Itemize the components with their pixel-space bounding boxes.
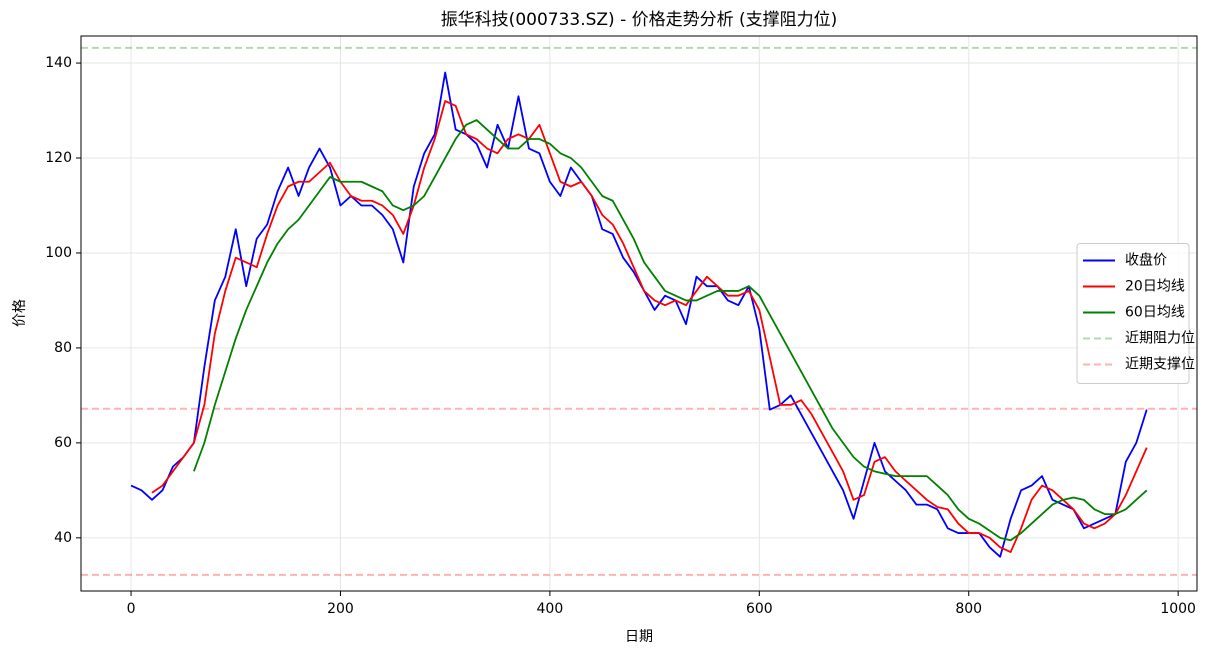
legend-label: 60日均线 bbox=[1125, 305, 1185, 321]
chart-title: 振华科技(000733.SZ) - 价格走势分析 (支撑阻力位) bbox=[441, 10, 838, 30]
legend-box bbox=[1076, 243, 1190, 384]
legend-label: 收盘价 bbox=[1125, 252, 1167, 269]
y-tick-label: 140 bbox=[45, 55, 72, 71]
line bbox=[151, 100, 1148, 553]
y-axis-label: 价格 bbox=[12, 299, 28, 327]
x-tick-label: 0 bbox=[127, 601, 136, 617]
x-tick-label: 200 bbox=[327, 601, 354, 617]
line bbox=[130, 71, 1148, 558]
y-tick-label: 80 bbox=[54, 340, 72, 356]
x-axis-label: 日期 bbox=[625, 629, 653, 645]
y-tick-label: 40 bbox=[54, 530, 72, 546]
legend-label: 近期阻力位 bbox=[1125, 331, 1195, 347]
y-tick-label: 120 bbox=[45, 150, 72, 166]
x-tick-label: 800 bbox=[955, 601, 982, 617]
legend-label: 近期支撑位 bbox=[1125, 357, 1195, 373]
x-tick-label: 1000 bbox=[1160, 601, 1196, 617]
legend-label: 20日均线 bbox=[1125, 279, 1185, 295]
x-tick-label: 600 bbox=[746, 601, 773, 617]
y-tick-label: 100 bbox=[45, 245, 72, 261]
y-tick-label: 60 bbox=[54, 435, 72, 451]
line bbox=[193, 119, 1148, 542]
plot-frame bbox=[80, 35, 1198, 592]
x-tick-label: 400 bbox=[537, 601, 564, 617]
